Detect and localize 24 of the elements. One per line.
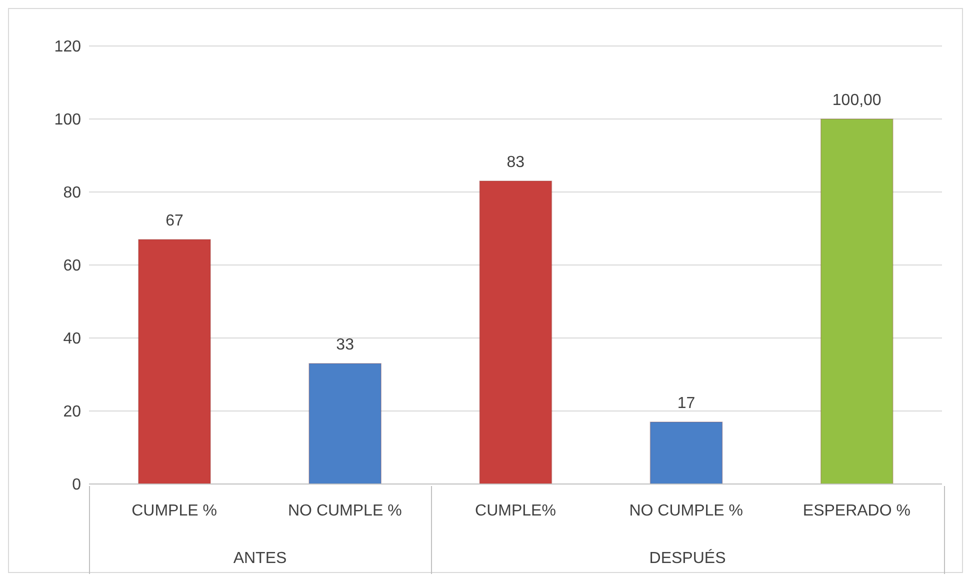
x-tick-label: ESPERADO % <box>802 502 910 520</box>
y-tick-label: 80 <box>63 184 82 202</box>
bar <box>650 421 723 484</box>
data-label: 33 <box>336 336 354 354</box>
bar <box>308 363 382 484</box>
bar <box>138 238 211 484</box>
y-tick-label: 40 <box>63 330 82 348</box>
text: DESPUÉS <box>648 550 727 568</box>
x-tick-label: NO CUMPLE % <box>288 502 402 520</box>
bar <box>479 180 552 484</box>
data-label: 83 <box>506 154 525 172</box>
bar <box>820 118 894 484</box>
data-label: 100,00 <box>832 92 882 109</box>
x-tick-label: NO CUMPLE % <box>629 502 743 520</box>
y-tick-label: 100 <box>54 112 82 129</box>
y-tick-label: 0 <box>72 476 82 494</box>
data-label: 17 <box>677 394 696 412</box>
x-tick-label: CUMPLE % <box>132 502 217 520</box>
x-tick-label: CUMPLE% <box>475 502 556 520</box>
data-label: 67 <box>166 212 184 230</box>
y-tick-label: 120 <box>54 38 82 56</box>
y-tick-label: 60 <box>63 258 82 275</box>
text: ANTES <box>232 550 288 568</box>
y-tick-label: 20 <box>63 404 82 421</box>
